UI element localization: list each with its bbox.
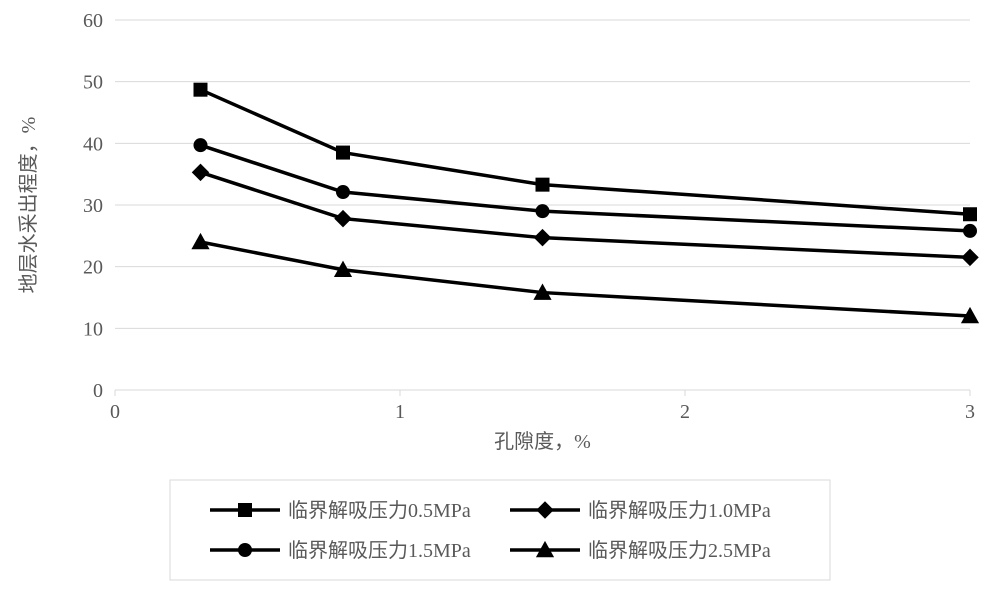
legend-label-s05: 临界解吸压力0.5MPa (288, 499, 471, 522)
legend-label-s15: 临界解吸压力1.5MPa (288, 539, 471, 562)
legend-frame (170, 480, 830, 580)
legend-item-s10: 临界解吸压力1.0MPa (510, 499, 771, 522)
series-line-s05 (201, 90, 971, 215)
y-axis-title: 地层水采出程度，% (17, 117, 40, 294)
x-tick-label: 0 (110, 401, 120, 423)
legend: 临界解吸压力0.5MPa 临界解吸压力1.0MPa 临界解吸压力1.5MPa 临界解吸… (170, 480, 830, 580)
marker-triangle-s25 (191, 233, 209, 249)
marker-diamond-s10 (192, 164, 210, 182)
marker-circle-s15 (536, 204, 550, 218)
marker-circle-s15 (336, 185, 350, 199)
chart-canvas: 0 10 20 30 40 50 60 0 1 2 3 孔隙度，% 地层水采出程度，% 临界解吸压力0.5… (0, 0, 1000, 598)
marker-square-s05 (336, 146, 350, 160)
series-s05 (194, 83, 978, 222)
legend-item-s05: 临界解吸压力0.5MPa (210, 499, 471, 522)
x-tick-label: 1 (395, 401, 405, 423)
legend-item-s25: 临界解吸压力2.5MPa (510, 539, 771, 562)
y-tick-label: 40 (83, 133, 103, 155)
marker-square-s05 (963, 207, 977, 221)
marker-square-legend-s05 (238, 503, 252, 517)
marker-diamond-s10 (534, 229, 552, 247)
y-tick-label: 10 (83, 318, 103, 340)
y-tick-label: 0 (93, 380, 103, 402)
marker-diamond-legend-s10 (536, 501, 554, 519)
marker-diamond-s10 (334, 210, 352, 228)
marker-circle-legend-s15 (238, 543, 252, 557)
marker-circle-s15 (194, 138, 208, 152)
plot-area: 0 10 20 30 40 50 60 0 1 2 3 孔隙度，% 地层水采出程度，% (17, 10, 979, 453)
x-tick-label: 3 (965, 401, 975, 423)
y-tick-label: 30 (83, 195, 103, 217)
x-tick-label: 2 (680, 401, 690, 423)
legend-item-s15: 临界解吸压力1.5MPa (210, 539, 471, 562)
marker-square-s05 (194, 83, 208, 97)
y-tick-label: 60 (83, 10, 103, 32)
marker-circle-s15 (963, 224, 977, 238)
y-tick-label: 20 (83, 257, 103, 279)
marker-diamond-s10 (961, 249, 979, 266)
marker-square-s05 (536, 178, 550, 192)
y-tick-label: 50 (83, 72, 103, 94)
legend-label-s10: 临界解吸压力1.0MPa (588, 499, 771, 522)
legend-label-s25: 临界解吸压力2.5MPa (588, 539, 771, 562)
series-s25 (191, 233, 979, 323)
x-axis-title: 孔隙度，% (494, 430, 591, 453)
